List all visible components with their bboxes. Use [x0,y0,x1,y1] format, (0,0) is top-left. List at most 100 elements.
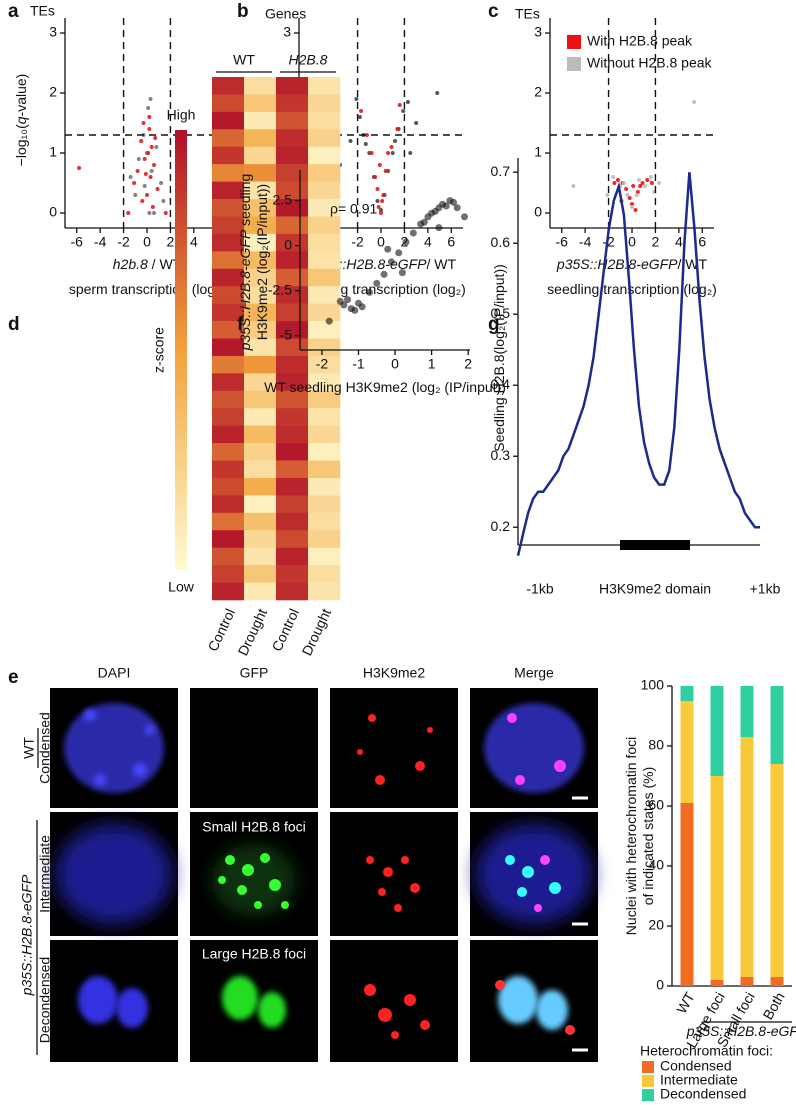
point [336,297,344,305]
y-tick-label: 0 [656,977,664,993]
y-tick-label: 2 [534,84,542,100]
heatmap-cell [212,408,245,426]
y-axis-label-part: seedling [237,174,253,230]
heatmap-cell [212,373,245,392]
heatmap-cell [276,425,309,444]
heatmap-cell [244,94,277,113]
y-tick-label: 0.7 [491,163,511,179]
heatmap-cell [308,565,341,583]
y-tick-label: 60 [648,797,664,813]
heatmap-cell [276,216,309,235]
point [405,100,410,104]
heatmap-cell [212,181,245,200]
point [365,288,373,296]
point [159,181,164,185]
row-label: WT [21,737,37,759]
heatmap-cell [244,111,277,130]
heatmap-cell [212,338,245,357]
heatmap-cell [244,268,277,287]
heatmap-cell [212,443,245,461]
x-tick-label: Drought [235,606,271,658]
bar-segment [740,977,754,986]
x-tick-label: 6 [698,234,706,250]
heatmap-cell [244,425,277,444]
heatmap-cell [212,129,245,148]
y-axis-label: Nuclei with heterochromatin foci [623,737,639,935]
x-tick-label: Both [760,989,788,1022]
point [375,199,380,203]
heatmap-cell [244,390,277,409]
heatmap-cell [244,129,277,148]
heatmap-cell [308,321,341,339]
point [364,133,369,137]
heatmap-cell [212,355,245,374]
x-label: +1kb [750,581,781,597]
inset-label: Large H2B.8 foci [202,946,306,962]
point [630,205,634,209]
heatmap-cell [212,390,245,409]
heatmap-cell [244,460,277,479]
y-tick-label: 1 [49,144,57,160]
bar-segment [680,701,694,803]
x-tick-label: -4 [579,234,592,250]
point [325,317,333,325]
heatmap-cell [308,390,341,409]
point [408,151,413,155]
heatmap-cell [308,408,341,426]
point [126,211,131,215]
point [431,207,439,215]
point [637,178,642,182]
colorbar-high: High [167,107,196,123]
point [357,115,362,119]
heatmap-cell [212,321,245,339]
heatmap-cell [308,268,341,287]
x-tick-label: 1 [428,356,436,372]
x-tick-label: -2 [351,234,364,250]
heatmap-cell [308,77,341,95]
heatmap-cell [308,216,341,235]
x-tick-label: 0 [377,234,385,250]
heatmap-cell [276,495,309,514]
point [358,303,366,311]
heatmap-cell [244,530,277,548]
heatmap-cell [244,495,277,514]
legend-label: Without H2B.8 peak [587,55,713,71]
point [621,181,626,185]
point [152,211,157,215]
legend-label: Decondensed [660,1086,746,1102]
heatmap-cell [276,390,309,409]
x-tick-label: 2 [652,234,660,250]
legend-label: Intermediate [660,1072,738,1088]
heatmap-cell [212,233,245,252]
point [376,205,381,209]
heatmap-cell [276,303,309,322]
heatmap-cell [276,355,309,374]
point [414,121,419,125]
x-tick-label: -2 [316,356,329,372]
profile-line [516,172,760,556]
point [152,163,157,167]
heatmap-cell [276,251,309,270]
y-tick-label: -2.5 [268,281,292,297]
x-tick-label: Control [268,606,302,654]
point [369,151,374,155]
heatmap-cell [308,233,341,252]
y-tick-label: 0 [49,204,57,220]
y-tick-label: 40 [648,857,664,873]
point [133,193,138,197]
heatmap-cell [212,495,245,514]
row-label: Intermediate [37,835,53,913]
y-tick-label: 0.5 [491,305,511,321]
heatmap-cell [308,477,341,496]
x-tick-label: 0 [628,234,636,250]
point [642,184,647,188]
point [461,213,469,221]
heatmap-cell [212,512,245,531]
heatmap-cell [212,111,245,130]
heatmap-cell [276,146,309,165]
y-tick-label: 0.3 [491,447,511,463]
x-axis-label: seedling transcription (log₂) [547,281,717,297]
heatmap-cell [212,94,245,113]
heatmap-cell [276,460,309,479]
y-axis-label: Seedling H2B.8(log₂(IP/input)) [491,264,507,452]
